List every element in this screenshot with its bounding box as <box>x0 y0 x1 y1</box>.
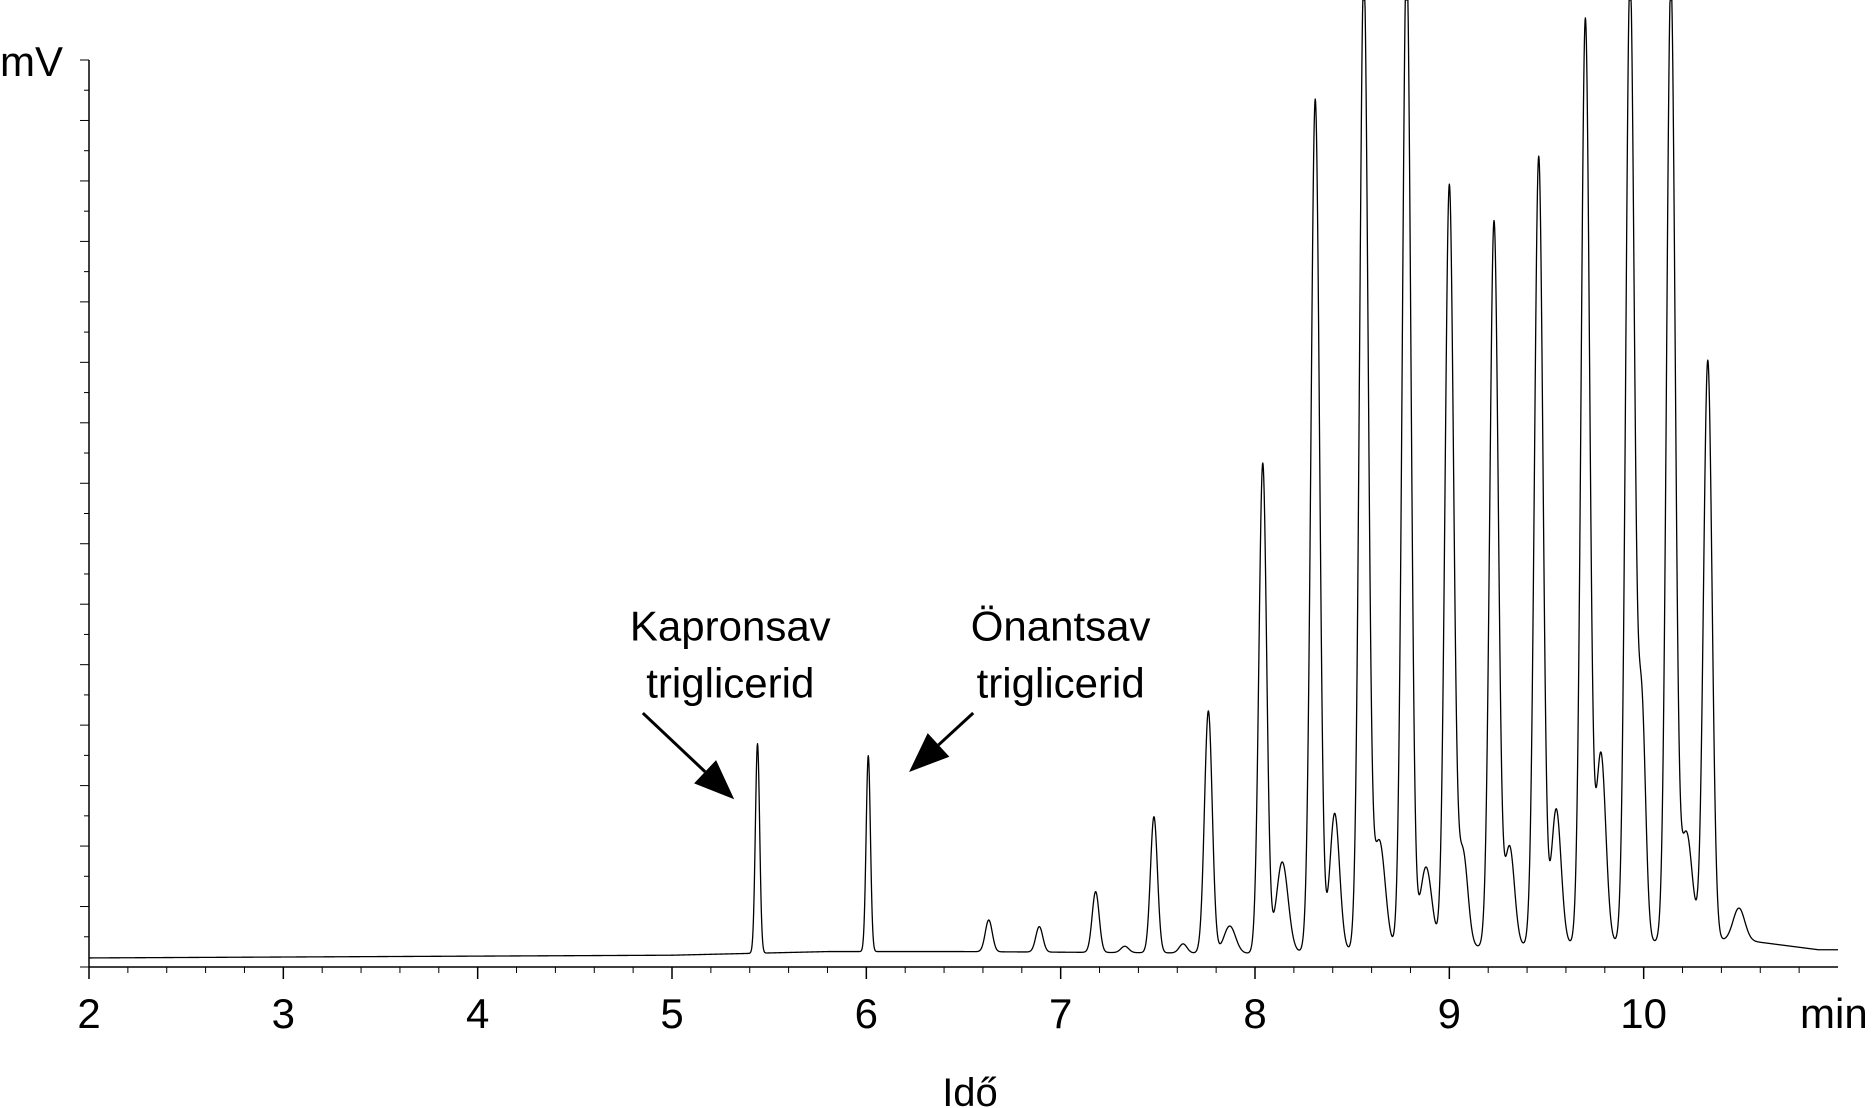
x-axis-unit-label: min <box>1800 990 1868 1037</box>
chromatogram-signal-line <box>88 0 1839 959</box>
y-axis-unit-label: mV <box>0 38 63 85</box>
x-axis: 2 3 4 5 6 7 8 9 10 <box>77 966 1838 1037</box>
x-tick-label: 6 <box>855 990 878 1037</box>
x-tick-label: 3 <box>272 990 295 1037</box>
x-tick-label: 10 <box>1620 990 1667 1037</box>
annotation-text: triglicerid <box>646 659 814 706</box>
x-tick-label: 2 <box>77 990 100 1037</box>
x-tick-label: 7 <box>1049 990 1072 1037</box>
y-axis-ticks <box>80 59 89 968</box>
x-axis-title: Idő <box>942 1071 998 1108</box>
annotation-text: Kapronsav <box>630 602 831 649</box>
y-axis <box>80 59 90 968</box>
annotation-arrow-head <box>909 733 950 772</box>
peak-annotations: Kapronsav triglicerid Önantsav triglicerid <box>630 602 1151 800</box>
x-axis-ticks <box>88 967 1800 979</box>
x-tick-label: 5 <box>660 990 683 1037</box>
annotation-arrow-shaft <box>937 711 975 747</box>
peak-annotation: Önantsav triglicerid <box>909 602 1151 772</box>
x-tick-label: 9 <box>1438 990 1461 1037</box>
annotation-arrow-head <box>694 760 735 800</box>
x-tick-label: 4 <box>466 990 489 1037</box>
annotation-text: Önantsav <box>971 602 1151 649</box>
x-axis-tick-labels: 2 3 4 5 6 7 8 9 10 <box>77 990 1667 1037</box>
peak-annotation: Kapronsav triglicerid <box>630 602 831 800</box>
annotation-arrow-shaft <box>641 711 707 773</box>
x-tick-label: 8 <box>1243 990 1266 1037</box>
annotation-text: triglicerid <box>977 659 1145 706</box>
